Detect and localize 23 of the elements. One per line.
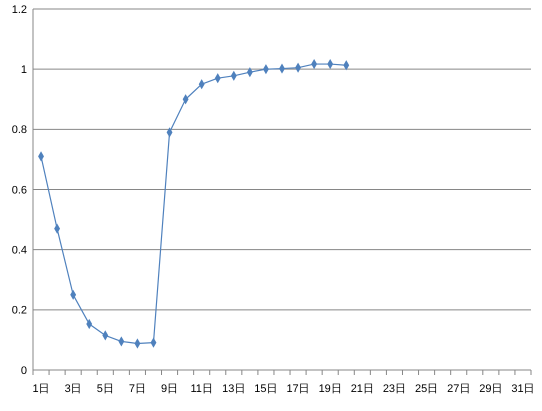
x-tick-label: 31日: [511, 383, 535, 395]
y-tick-label: 0.6: [12, 184, 27, 196]
x-tick-label: 11日: [190, 383, 213, 395]
y-tick-label: 0.8: [12, 124, 27, 136]
y-tick-label: 0: [20, 364, 27, 377]
x-tick-label: 27日: [447, 383, 470, 395]
x-tick-label: 13日: [222, 383, 246, 395]
x-tick-label: 9日: [160, 383, 178, 395]
x-tick-label: 15日: [254, 383, 278, 395]
x-tick-label: 17日: [286, 383, 310, 395]
x-tick-label: 29日: [479, 383, 502, 395]
x-tick-label: 19日: [318, 383, 342, 395]
y-tick-label: 0.4: [12, 244, 27, 257]
y-tick-label: 0.2: [12, 304, 27, 317]
y-tick-label: 1: [20, 64, 27, 76]
x-tick-label: 23日: [382, 383, 406, 395]
x-tick-label: 25日: [414, 383, 438, 395]
x-tick-label: 7日: [128, 383, 146, 395]
y-tick-label: 1.2: [12, 4, 27, 16]
x-tick-label: 5日: [96, 383, 114, 395]
x-tick-label: 21日: [350, 383, 374, 395]
x-tick-label: 3日: [64, 383, 82, 395]
x-tick-label: 1日: [32, 383, 50, 395]
